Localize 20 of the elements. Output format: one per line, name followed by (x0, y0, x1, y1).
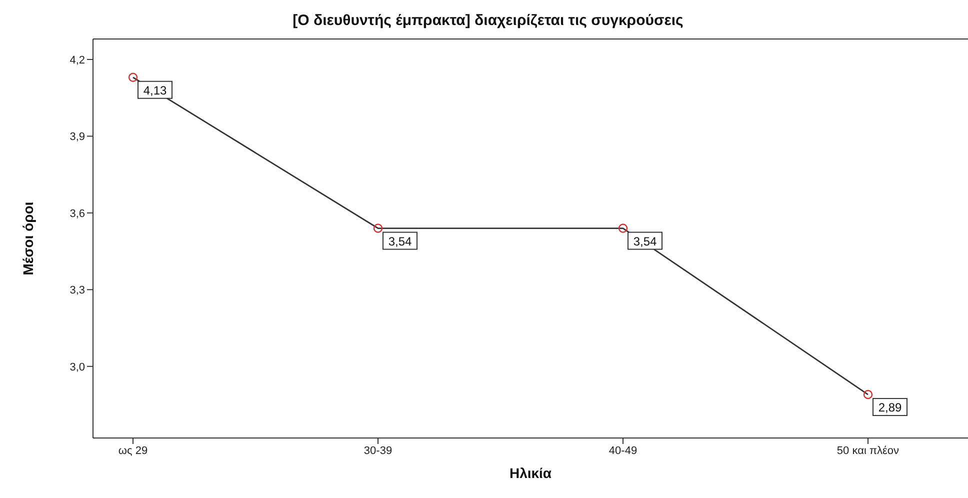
x-axis-title: Ηλικία (509, 465, 552, 481)
x-tick-label: 30-39 (364, 444, 392, 457)
point (128, 72, 138, 82)
point (373, 224, 383, 233)
y-tick-label: 4,2 (70, 54, 85, 66)
y-axis-title: Μέσοι όροι (20, 202, 36, 276)
chart-title: [Ο διευθυντής έμπρακτα] διαχειρίζεται τις συγκρούσεις (292, 12, 684, 29)
x-tick-label: 50 και πλέον (836, 444, 900, 457)
point (618, 224, 628, 233)
x-tick-label: ως 29 (118, 444, 148, 457)
data-label: 3,54 (633, 234, 657, 248)
data-label: 3,54 (388, 234, 412, 248)
data-label: 4,13 (143, 83, 167, 98)
y-tick-label: 3,0 (70, 361, 85, 374)
point (863, 390, 873, 400)
y-tick-label: 3,3 (70, 284, 85, 297)
y-tick-label: 3,9 (70, 131, 85, 144)
y-tick-label: 3,6 (70, 208, 85, 220)
x-tick-label: 40-49 (608, 444, 638, 457)
data-label: 2,89 (878, 400, 902, 415)
